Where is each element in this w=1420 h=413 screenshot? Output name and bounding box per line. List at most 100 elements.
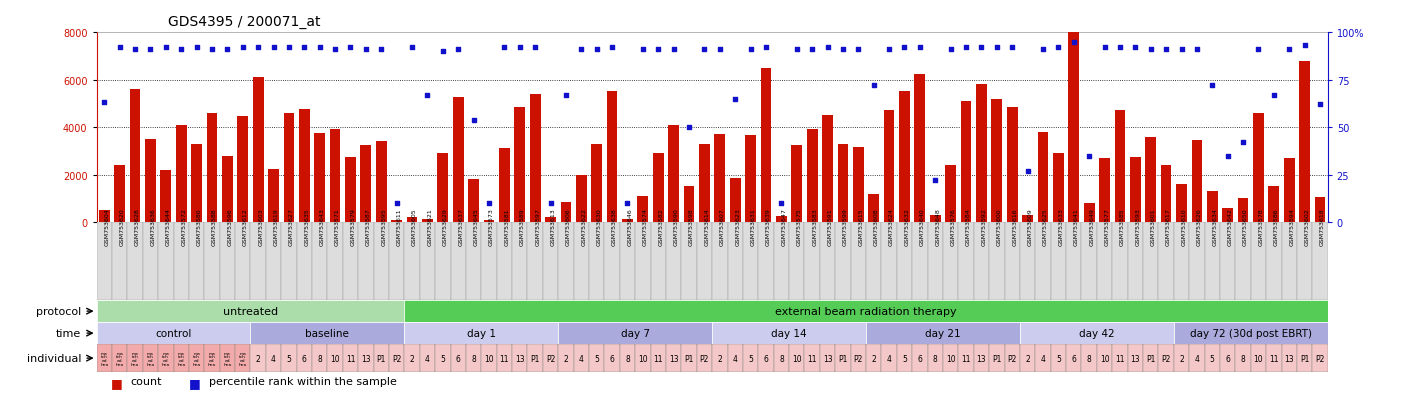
Text: P1: P1	[376, 354, 386, 363]
Text: GSM753641: GSM753641	[1074, 208, 1079, 245]
Bar	[697, 344, 713, 372]
Point	[508, 45, 531, 52]
Text: 10: 10	[1254, 354, 1264, 363]
Bar	[730, 179, 741, 223]
Bar	[1174, 344, 1189, 372]
Point	[816, 45, 839, 52]
Bar	[143, 344, 158, 372]
Bar	[974, 344, 990, 372]
Point	[801, 47, 824, 53]
Bar	[1235, 344, 1251, 372]
Bar	[589, 344, 605, 372]
Text: 11: 11	[653, 354, 663, 363]
Bar	[713, 322, 866, 344]
Point	[1139, 47, 1162, 53]
Bar	[97, 344, 112, 372]
Text: 4: 4	[271, 354, 275, 363]
Point	[770, 200, 792, 207]
Bar	[145, 140, 156, 223]
Bar	[619, 223, 635, 300]
Bar	[1143, 344, 1159, 372]
Bar	[513, 223, 527, 300]
Bar	[1251, 344, 1267, 372]
Bar	[1159, 223, 1174, 300]
Text: GSM753604: GSM753604	[104, 208, 109, 245]
Point	[1262, 92, 1285, 99]
Text: GSM753647: GSM753647	[781, 208, 787, 245]
Bar	[498, 149, 510, 223]
Text: GSM753610: GSM753610	[1181, 208, 1187, 245]
Bar	[1296, 223, 1312, 300]
Text: 2: 2	[1025, 354, 1030, 363]
Text: GSM753614: GSM753614	[704, 208, 710, 245]
Text: 6: 6	[1071, 354, 1076, 363]
Bar	[882, 344, 897, 372]
Bar	[1112, 223, 1127, 300]
Point	[493, 45, 515, 52]
Text: GSM753636: GSM753636	[151, 208, 155, 245]
Bar	[974, 223, 990, 300]
Text: GSM753580: GSM753580	[196, 208, 202, 245]
Bar	[1127, 344, 1143, 372]
Bar	[727, 223, 743, 300]
Bar	[990, 223, 1004, 300]
Bar	[1160, 166, 1171, 223]
Text: 11: 11	[961, 354, 971, 363]
Point	[108, 45, 131, 52]
Point	[185, 45, 207, 52]
Bar	[1068, 28, 1079, 223]
Point	[1125, 45, 1147, 52]
Bar	[959, 223, 974, 300]
Bar	[1099, 159, 1110, 223]
Text: GSM753630: GSM753630	[596, 208, 602, 245]
Text: GSM753648: GSM753648	[936, 208, 940, 245]
Bar	[1082, 223, 1096, 300]
Bar	[589, 223, 605, 300]
Text: ma
tch
ed
hea: ma tch ed hea	[223, 351, 231, 366]
Bar	[527, 223, 542, 300]
Text: GSM753612: GSM753612	[243, 208, 247, 245]
Point	[709, 47, 731, 53]
Text: GSM753607: GSM753607	[720, 208, 724, 245]
Text: GSM753588: GSM753588	[212, 208, 217, 245]
Bar	[946, 166, 956, 223]
Text: GSM753600: GSM753600	[997, 208, 1003, 245]
Text: day 72 (30d post EBRT): day 72 (30d post EBRT)	[1190, 328, 1312, 338]
Bar	[727, 344, 743, 372]
Text: percentile rank within the sample: percentile rank within the sample	[209, 376, 396, 386]
Point	[1017, 168, 1039, 175]
Text: ma
tch
ed
hea: ma tch ed hea	[115, 351, 124, 366]
Text: 6: 6	[917, 354, 923, 363]
Point	[1217, 153, 1240, 159]
Bar	[312, 344, 328, 372]
Bar	[713, 344, 727, 372]
Text: 2: 2	[564, 354, 568, 363]
Point	[155, 45, 178, 52]
Bar	[927, 344, 943, 372]
Text: GSM753637: GSM753637	[459, 208, 463, 245]
Point	[632, 47, 655, 53]
Point	[785, 47, 808, 53]
Point	[693, 47, 716, 53]
Bar	[1235, 223, 1251, 300]
Bar	[236, 223, 250, 300]
Text: 8: 8	[1086, 354, 1092, 363]
Bar	[112, 344, 128, 372]
Bar	[1207, 192, 1218, 223]
Text: 5: 5	[1056, 354, 1061, 363]
Bar	[774, 344, 790, 372]
Text: GSM753584: GSM753584	[966, 208, 971, 245]
Bar	[405, 344, 420, 372]
Bar	[577, 175, 586, 223]
Text: GSM753586: GSM753586	[1274, 208, 1279, 245]
Bar	[1312, 223, 1328, 300]
Bar	[250, 344, 266, 372]
Bar	[389, 223, 405, 300]
Bar	[835, 344, 851, 372]
Bar	[959, 344, 974, 372]
Point	[970, 45, 993, 52]
Text: 5: 5	[287, 354, 291, 363]
Bar	[1022, 216, 1032, 223]
Bar	[176, 126, 186, 223]
Bar	[819, 344, 835, 372]
